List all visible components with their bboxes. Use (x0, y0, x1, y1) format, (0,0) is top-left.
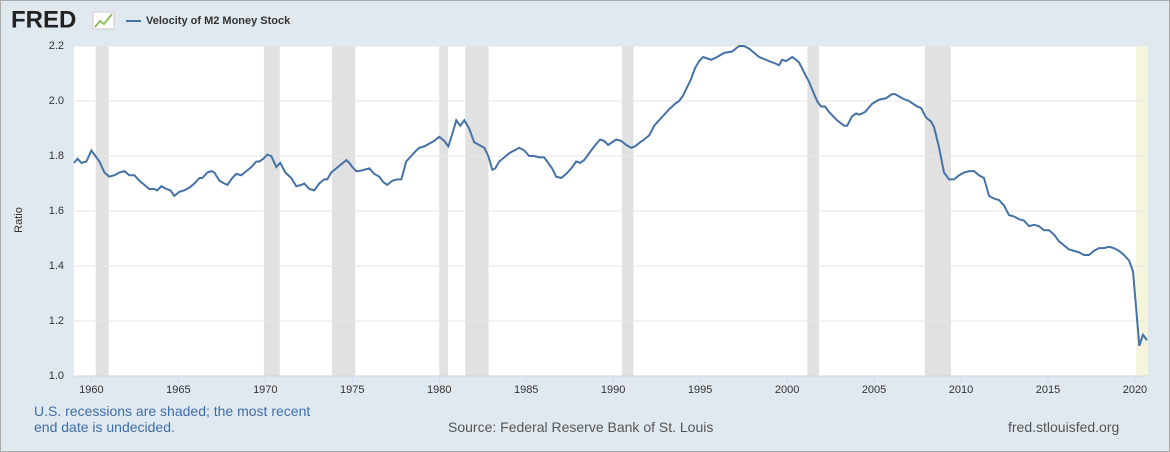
x-tick-label: 1960 (79, 384, 103, 396)
y-tick-label: 1.8 (49, 150, 64, 162)
x-tick-label: 1985 (514, 384, 538, 396)
series-line (73, 45, 1148, 347)
chart: FRED Ratio 1.0 1.2 1.4 1.6 1.8 2.0 2.2 1960 1965… (11, 6, 1148, 396)
x-tick-label: 1990 (601, 384, 625, 396)
x-tick-label: 1965 (166, 384, 190, 396)
y-tick-label: 1.0 (49, 370, 64, 382)
x-tick-label: 1980 (427, 384, 451, 396)
y-tick-label: 2.2 (49, 40, 64, 52)
y-tick-label: 1.2 (49, 315, 64, 327)
y-tick-label: 1.6 (49, 205, 64, 217)
x-tick-label: 2005 (862, 384, 886, 396)
recession-note: U.S. recessions are shaded; the most rec… (34, 403, 311, 435)
site-link[interactable]: fred.stlouisfed.org (1008, 419, 1120, 435)
x-tick-label: 2020 (1123, 384, 1147, 396)
y-axis-label: Ratio (13, 207, 25, 233)
x-tick-label: 2010 (949, 384, 973, 396)
x-tick-label: 1995 (688, 384, 712, 396)
logo-icon (92, 11, 115, 30)
source: Source: Federal Reserve Bank of St. Loui… (448, 419, 714, 435)
x-tick-label: 2015 (1036, 384, 1060, 396)
logo: FRED (11, 6, 76, 33)
y-tick-label: 2.0 (49, 95, 64, 107)
legend-label: Velocity of M2 Money Stock (146, 15, 291, 27)
x-tick-label: 1970 (253, 384, 277, 396)
x-tick-label: 1975 (340, 384, 364, 396)
y-tick-label: 1.4 (49, 260, 64, 272)
x-tick-label: 2000 (775, 384, 799, 396)
